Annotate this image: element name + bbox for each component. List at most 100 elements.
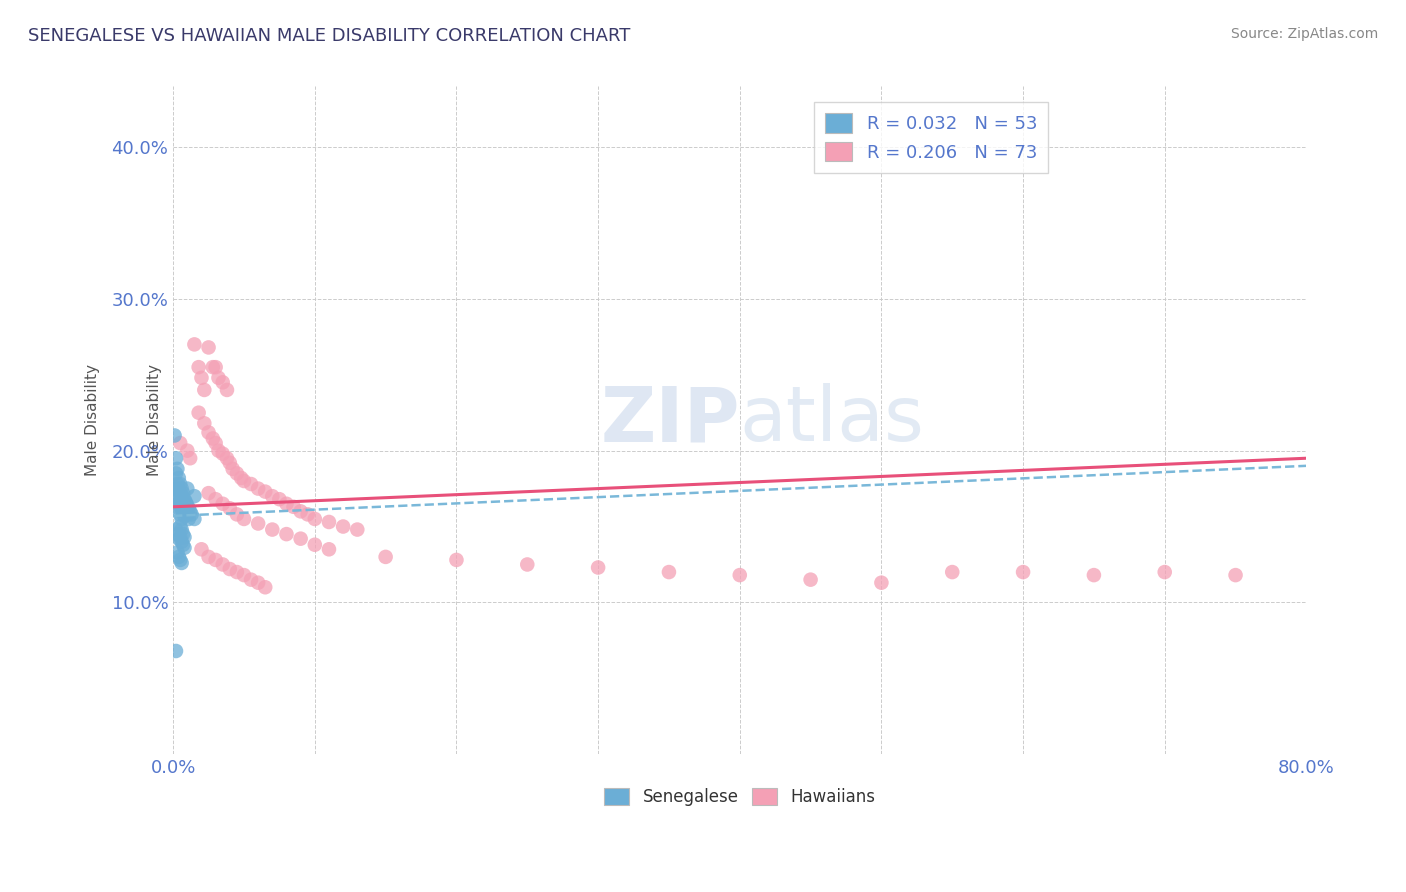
Point (204, 436, 226, 450)
Point (658, 565, 681, 579)
Point (211, 376, 233, 390)
Point (215, 451, 238, 466)
Point (172, 538, 194, 552)
Text: Source: ZipAtlas.com: Source: ZipAtlas.com (1230, 27, 1378, 41)
Point (166, 527, 188, 541)
Point (167, 483, 190, 497)
Point (172, 486, 194, 500)
Point (446, 553, 468, 567)
Y-axis label: Male Disability: Male Disability (86, 364, 100, 476)
Point (167, 532, 190, 546)
Point (169, 519, 191, 533)
Point (247, 482, 270, 496)
Point (240, 573, 263, 587)
Point (207, 443, 229, 458)
Point (197, 340, 219, 354)
Point (163, 428, 186, 442)
Point (374, 549, 396, 564)
Point (170, 512, 193, 526)
Point (169, 477, 191, 491)
Point (197, 486, 219, 500)
Point (318, 542, 340, 557)
Point (165, 482, 187, 496)
Point (204, 360, 226, 375)
Point (197, 549, 219, 564)
Point (218, 562, 240, 576)
Point (201, 432, 224, 446)
Point (173, 500, 195, 514)
Point (166, 497, 188, 511)
Point (165, 523, 187, 537)
Point (304, 538, 326, 552)
Point (304, 512, 326, 526)
Point (173, 541, 195, 555)
Point (170, 501, 193, 516)
Point (1012, 565, 1035, 579)
Point (170, 482, 193, 496)
Point (254, 484, 277, 499)
Point (173, 492, 195, 507)
Point (172, 493, 194, 508)
Text: ZIP: ZIP (600, 384, 740, 458)
Point (173, 508, 195, 523)
Point (225, 565, 247, 579)
Point (231, 471, 253, 485)
Point (167, 471, 190, 485)
Point (1153, 565, 1175, 579)
Point (177, 501, 200, 516)
Point (165, 644, 187, 658)
Point (215, 383, 238, 397)
Point (276, 497, 298, 511)
Point (167, 549, 190, 564)
Point (728, 568, 751, 582)
Y-axis label: Male Disability: Male Disability (148, 364, 162, 476)
Point (169, 553, 191, 567)
Point (941, 565, 963, 579)
Point (180, 508, 202, 522)
Point (169, 508, 191, 522)
Point (169, 497, 191, 511)
Point (187, 360, 209, 375)
Point (173, 530, 195, 544)
Point (290, 504, 312, 518)
Point (169, 436, 191, 450)
Point (190, 542, 212, 557)
Point (221, 462, 243, 476)
Point (183, 489, 205, 503)
Point (193, 383, 215, 397)
Point (225, 467, 247, 481)
Point (179, 504, 201, 518)
Point (225, 508, 247, 522)
Point (176, 498, 198, 512)
Point (233, 568, 256, 582)
Point (193, 417, 215, 431)
Point (1225, 568, 1247, 582)
Point (233, 474, 256, 488)
Point (800, 573, 823, 587)
Point (218, 501, 240, 516)
Point (516, 558, 538, 572)
Point (1083, 568, 1105, 582)
Point (166, 462, 188, 476)
Point (211, 558, 233, 572)
Point (211, 447, 233, 461)
Point (204, 492, 226, 507)
Point (172, 504, 194, 518)
Point (179, 451, 201, 466)
Point (176, 508, 198, 522)
Point (197, 425, 219, 440)
Point (254, 580, 277, 594)
Point (169, 530, 191, 544)
Point (247, 575, 270, 590)
Point (165, 451, 187, 466)
Point (318, 515, 340, 529)
Text: SENEGALESE VS HAWAIIAN MALE DISABILITY CORRELATION CHART: SENEGALESE VS HAWAIIAN MALE DISABILITY C… (28, 27, 630, 45)
Point (190, 371, 212, 385)
Point (218, 456, 240, 470)
Point (204, 553, 226, 567)
Point (290, 532, 312, 546)
Point (174, 504, 197, 518)
Point (240, 477, 263, 491)
Legend: Senegalese, Hawaiians: Senegalese, Hawaiians (598, 781, 882, 813)
Point (166, 477, 188, 491)
